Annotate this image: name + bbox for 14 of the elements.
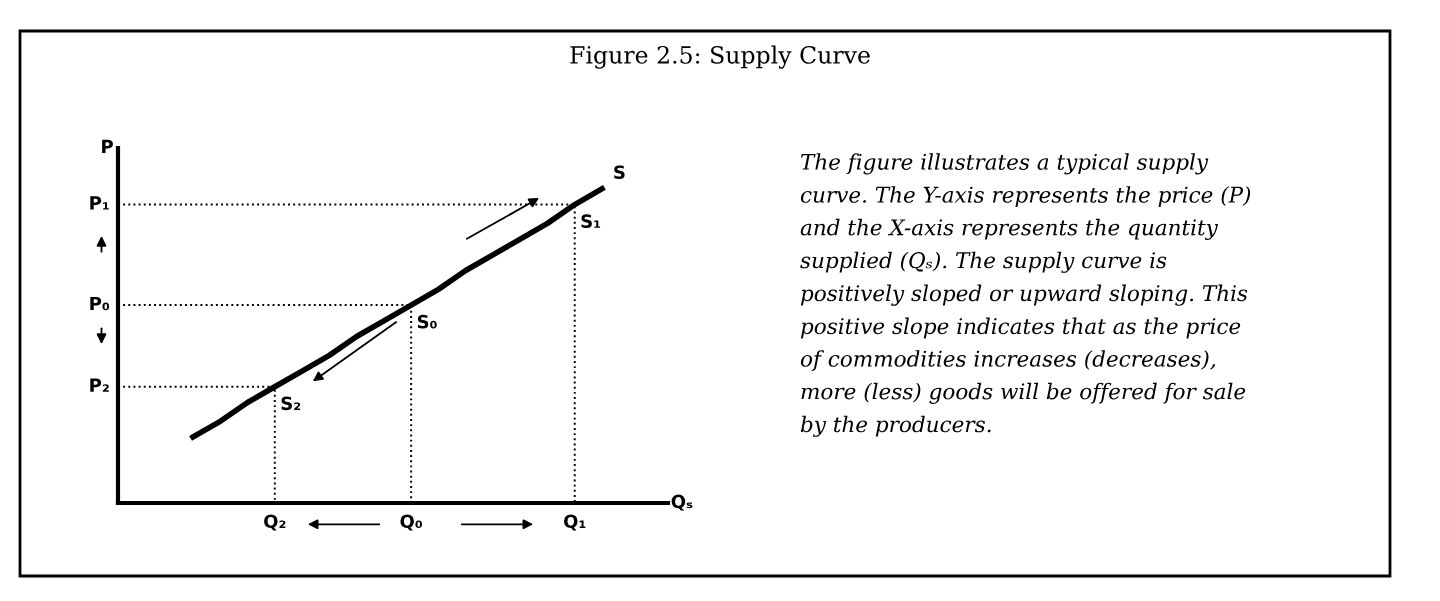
text: The figure illustrates a typical supply curve. The Y-axis represents the price (P) and the X-axis represents the quantity supplied (Qₛ). The supply curve is positively sloped or upward sloping. This positive slope indicates that as the price of commodities increases (decreases), more (less) goods will be offered for sale by the producers.: [800, 153, 1251, 437]
text: P₀: [90, 296, 110, 311]
text: P₁: [90, 196, 109, 210]
text: P₂: [90, 378, 109, 392]
annotation: S₁: [581, 214, 601, 228]
x-tick-label: Q₂: [264, 514, 286, 531]
series-label: S: [614, 165, 625, 180]
x-axis-title: Qₛ: [671, 494, 693, 511]
annotation: S₀: [417, 314, 437, 329]
x-tick-label: Q₀: [400, 514, 423, 531]
y-axis-title: P: [102, 139, 113, 153]
annotation: S₂: [281, 396, 301, 411]
text: Figure 2.5: Supply Curve: [570, 45, 870, 69]
x-tick-label: Q₁: [564, 514, 586, 531]
